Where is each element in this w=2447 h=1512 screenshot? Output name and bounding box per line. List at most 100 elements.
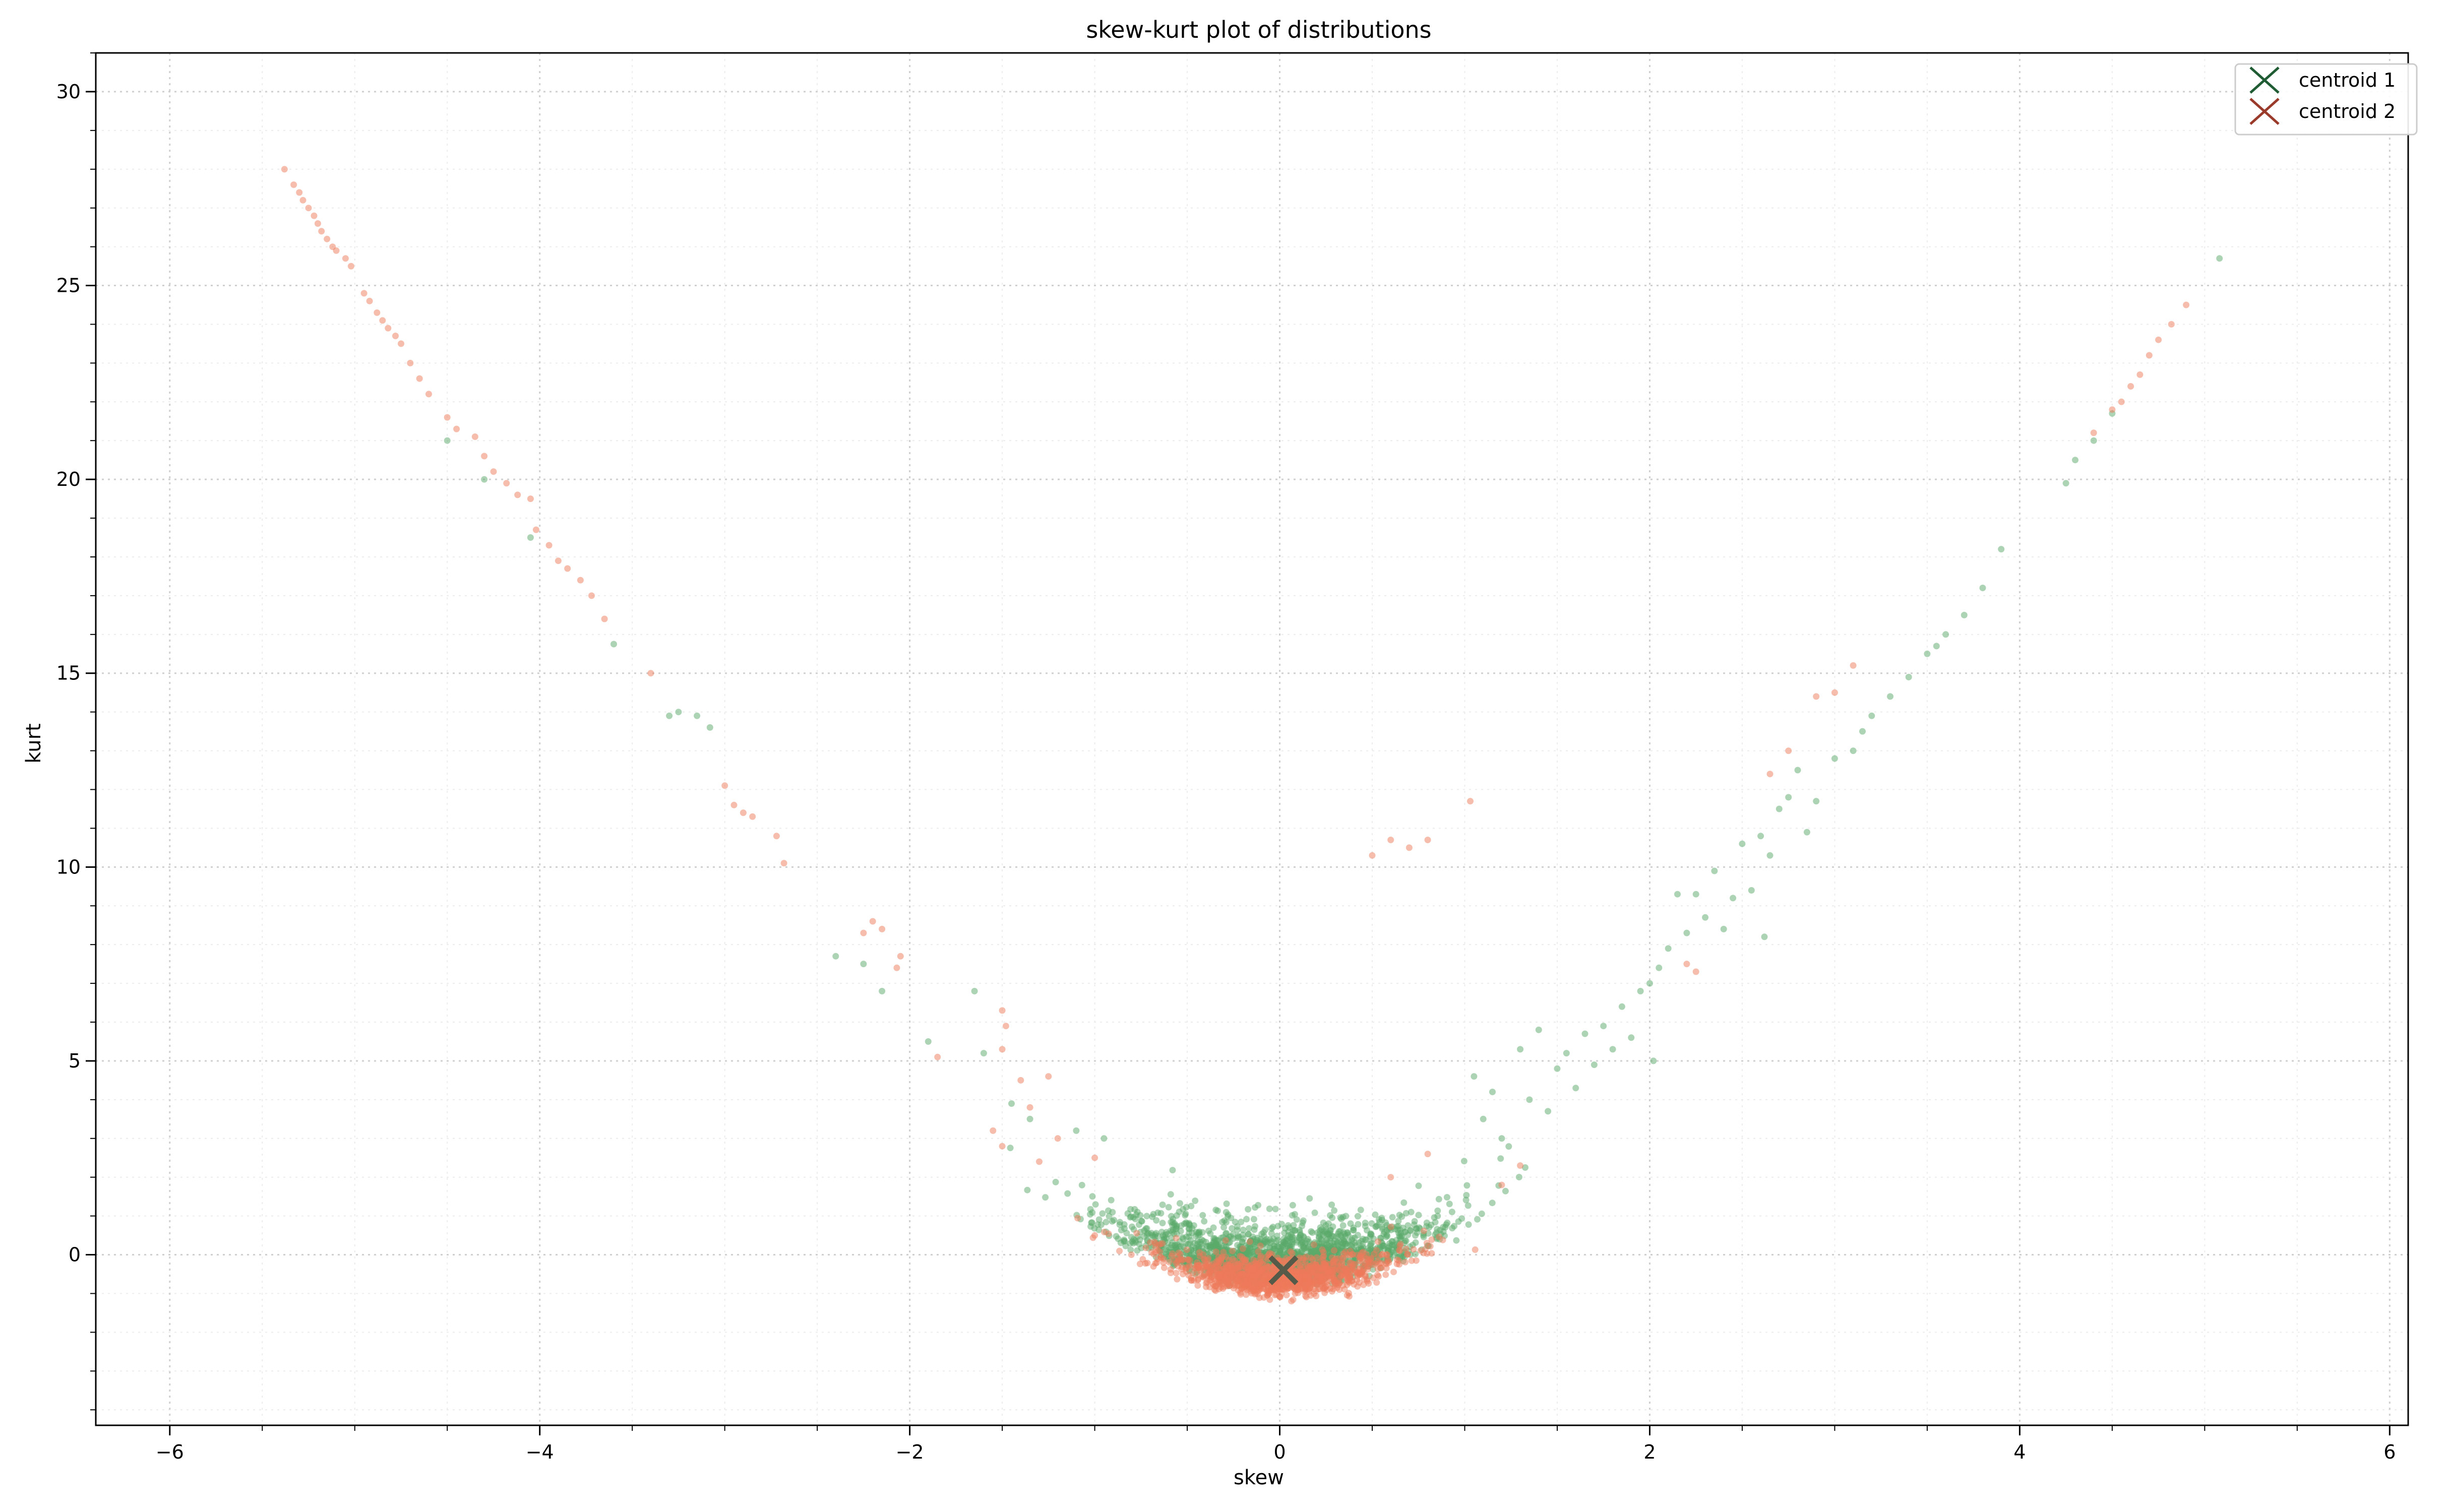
data-point — [1299, 1279, 1306, 1286]
data-point — [1295, 1285, 1302, 1292]
data-point — [311, 212, 318, 219]
x-tick-label: −4 — [526, 1441, 554, 1463]
data-point — [1127, 1246, 1134, 1253]
data-point — [1278, 1290, 1285, 1297]
data-point — [1142, 1244, 1149, 1251]
data-point — [1357, 1207, 1364, 1214]
data-point — [1200, 1256, 1207, 1263]
data-point — [1320, 1219, 1327, 1226]
data-point — [1261, 1274, 1268, 1281]
data-point — [1282, 1237, 1290, 1244]
data-point — [2072, 457, 2078, 464]
data-point — [1310, 1241, 1317, 1248]
data-point — [444, 437, 451, 444]
data-point — [1369, 852, 1376, 859]
data-point — [471, 433, 478, 440]
data-point — [860, 929, 867, 936]
data-point — [2090, 429, 2097, 436]
data-point — [694, 712, 701, 719]
data-point — [879, 925, 886, 932]
data-point — [1290, 1227, 1297, 1234]
data-point — [1259, 1261, 1266, 1268]
data-point — [1239, 1270, 1246, 1277]
data-point — [1378, 1215, 1385, 1222]
data-point — [1850, 747, 1857, 754]
data-point — [1382, 1271, 1389, 1278]
data-point — [2062, 480, 2069, 487]
data-point — [1145, 1230, 1152, 1237]
data-point — [1309, 1229, 1316, 1236]
data-point — [1431, 1214, 1438, 1221]
data-point — [2146, 352, 2153, 359]
data-point — [318, 228, 325, 235]
data-point — [1229, 1225, 1236, 1232]
data-point — [1471, 1073, 1478, 1080]
data-point — [1239, 1245, 1246, 1252]
data-point — [1628, 1034, 1635, 1041]
data-point — [1292, 1211, 1298, 1218]
data-point — [1212, 1248, 1219, 1255]
data-point — [1942, 631, 1949, 638]
data-point — [1674, 891, 1681, 898]
data-point — [1206, 1284, 1213, 1291]
data-point — [1803, 829, 1810, 836]
data-point — [1396, 1212, 1403, 1219]
data-point — [1312, 1261, 1319, 1268]
data-point — [1720, 925, 1727, 932]
data-point — [1505, 1143, 1512, 1150]
data-point — [1159, 1240, 1166, 1247]
data-point — [1219, 1253, 1226, 1261]
data-point — [1367, 1240, 1374, 1247]
data-point — [1405, 844, 1413, 851]
data-point — [1711, 867, 1718, 874]
data-point — [1515, 1174, 1522, 1180]
data-point — [1264, 1238, 1271, 1245]
data-point — [1101, 1229, 1108, 1235]
data-point — [1311, 1209, 1318, 1216]
data-point — [1131, 1206, 1138, 1213]
data-point — [1183, 1246, 1190, 1253]
data-point — [1683, 961, 1690, 968]
data-point — [1251, 1278, 1258, 1285]
y-axis-ticks: 0 5 10 15 20 25 30 — [56, 52, 96, 1411]
data-point — [1683, 929, 1690, 936]
data-point — [1443, 1194, 1450, 1201]
data-point — [1300, 1217, 1307, 1224]
data-point — [1412, 1232, 1419, 1239]
data-point — [1124, 1210, 1131, 1217]
data-point — [1290, 1222, 1297, 1229]
data-point — [1189, 1229, 1196, 1236]
data-point — [1330, 1247, 1337, 1254]
data-point — [1383, 1265, 1390, 1272]
data-point — [1905, 673, 1912, 680]
data-point — [1368, 1220, 1375, 1227]
data-point — [1245, 1206, 1252, 1213]
legend-label-centroid-1: centroid 1 — [2299, 69, 2396, 91]
data-point — [1273, 1284, 1280, 1291]
data-point — [398, 340, 404, 347]
data-point — [1182, 1212, 1189, 1219]
data-point — [1464, 1202, 1472, 1209]
data-point — [1370, 1274, 1377, 1281]
legend-marker-centroid-2-icon — [2249, 98, 2280, 125]
data-point — [1497, 1155, 1504, 1162]
data-point — [545, 542, 553, 549]
data-point — [971, 988, 978, 994]
data-point — [1054, 1135, 1061, 1142]
data-points — [281, 166, 2223, 1305]
data-point — [1305, 1273, 1312, 1280]
data-point — [647, 670, 654, 677]
data-point — [1363, 1236, 1370, 1243]
data-point — [1322, 1263, 1329, 1270]
data-point — [1254, 1234, 1261, 1241]
data-point — [1269, 1224, 1276, 1230]
data-point — [1272, 1206, 1279, 1213]
centroid-markers — [1268, 1255, 1299, 1285]
data-point — [1179, 1271, 1186, 1278]
data-point — [1434, 1207, 1441, 1214]
data-point — [1329, 1269, 1336, 1276]
data-point — [1463, 1182, 1471, 1189]
data-point — [1222, 1209, 1230, 1216]
data-point — [281, 166, 288, 173]
